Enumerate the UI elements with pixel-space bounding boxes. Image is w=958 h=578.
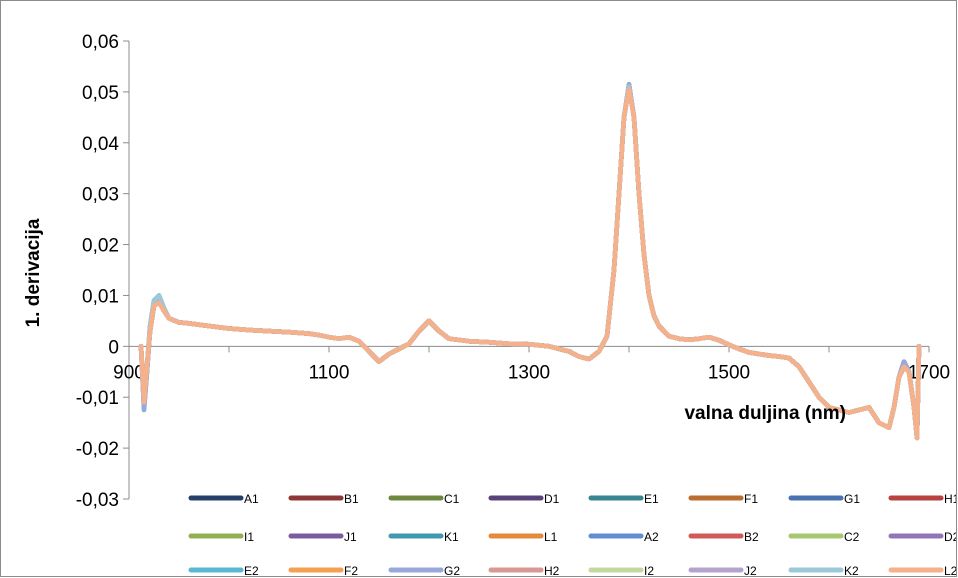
y-tick-label: 0,04 [82, 134, 119, 155]
series-line-i1 [138, 84, 922, 441]
y-tick-label: -0,03 [76, 490, 119, 511]
legend-item-k2: K2 [788, 564, 859, 577]
series-line-k1 [138, 84, 922, 441]
legend-label: K1 [444, 530, 459, 544]
y-tick-label: 0,03 [82, 185, 119, 206]
legend-item-a2: A2 [588, 530, 659, 544]
legend-label: G2 [444, 564, 460, 577]
y-tick-label: 0,02 [82, 236, 119, 257]
legend-label: L1 [544, 530, 558, 544]
legend-label: H2 [544, 564, 560, 577]
legend-item-f1: F1 [688, 492, 758, 506]
legend-label: I2 [644, 564, 654, 577]
x-tick-label: 900 [113, 362, 145, 383]
legend-item-d1: D1 [488, 492, 560, 506]
x-tick-label: 1500 [708, 362, 750, 383]
series-line-b1 [138, 84, 922, 441]
series-line-a2 [138, 82, 922, 441]
legend-label: C1 [444, 492, 460, 506]
x-tick-label: 1100 [309, 362, 350, 383]
legend-label: J1 [344, 530, 357, 544]
legend-label: A1 [244, 492, 259, 506]
legend-item-b2: B2 [688, 530, 759, 544]
series-line-g2 [138, 82, 922, 441]
legend-item-h2: H2 [488, 564, 560, 577]
legend-label: B2 [744, 530, 759, 544]
legend-item-d2: D2 [888, 530, 957, 544]
series-line-e2 [138, 84, 922, 441]
y-axis: -0,03 -0,02 -0,01 0 0,01 0,02 0,03 0,04 0,05 0,06 [76, 32, 130, 511]
legend-label: L2 [944, 564, 957, 577]
series-line-g1 [138, 82, 922, 441]
legend: A1 B1 C1 D1 E1 F1 G1 H1 I1 J1 K1 L1 A2 B2 C2 D2 E2 F2 G2 H2… [188, 492, 957, 577]
legend-item-j2: J2 [688, 564, 757, 577]
series-line-f2 [138, 84, 922, 441]
legend-item-l2: L2 [888, 564, 957, 577]
legend-label: E1 [644, 492, 659, 506]
legend-item-f2: F2 [288, 564, 358, 577]
legend-item-g1: G1 [788, 492, 860, 506]
series-line-j1 [138, 84, 922, 441]
legend-label: D1 [544, 492, 560, 506]
series-line-d2 [138, 84, 922, 441]
series-line-k2 [138, 84, 922, 441]
legend-item-i1: I1 [188, 530, 254, 544]
legend-item-e1: E1 [588, 492, 659, 506]
legend-item-j1: J1 [288, 530, 357, 544]
y-tick-label: -0,01 [76, 388, 119, 409]
legend-label: G1 [844, 492, 860, 506]
y-tick-label: -0,02 [76, 439, 119, 460]
series-line-l2 [138, 87, 922, 441]
legend-label: F2 [344, 564, 358, 577]
x-tick-label: 1700 [908, 362, 950, 383]
legend-label: H1 [944, 492, 957, 506]
series-line-a1 [138, 84, 922, 441]
series-line-b2 [138, 84, 922, 441]
series-line-d1 [138, 84, 922, 441]
legend-item-h1: H1 [888, 492, 957, 506]
series-line-h1 [138, 84, 922, 441]
series-line-e1 [138, 84, 922, 441]
legend-item-i2: I2 [588, 564, 654, 577]
legend-item-c2: C2 [788, 530, 860, 544]
legend-label: K2 [844, 564, 859, 577]
series-line-c1 [138, 84, 922, 441]
series-layer [138, 82, 922, 441]
legend-label: B1 [344, 492, 359, 506]
legend-item-k1: K1 [388, 530, 459, 544]
series-line-f1 [138, 84, 922, 441]
legend-item-l1: L1 [488, 530, 558, 544]
legend-label: E2 [244, 564, 259, 577]
series-line-i2 [138, 84, 922, 441]
series-line-h2 [138, 84, 922, 441]
y-tick-label: 0,05 [82, 83, 119, 104]
legend-label: I1 [244, 530, 254, 544]
x-tick-label: 1300 [508, 362, 550, 383]
legend-item-c1: C1 [388, 492, 460, 506]
series-line-j2 [138, 84, 922, 441]
y-tick-label: 0,06 [82, 32, 119, 53]
x-axis-title: valna duljina (nm) [684, 403, 846, 424]
legend-item-a1: A1 [188, 492, 259, 506]
series-line-c2 [138, 84, 922, 441]
series-line-l1 [138, 84, 922, 441]
y-tick-label: 0,01 [82, 286, 119, 307]
legend-item-g2: G2 [388, 564, 460, 577]
x-axis: 900 1100 1300 1500 1700 [113, 345, 950, 383]
legend-label: D2 [944, 530, 957, 544]
legend-label: J2 [744, 564, 757, 577]
y-axis-title: 1. derivacija [23, 218, 44, 327]
legend-label: A2 [644, 530, 659, 544]
legend-item-e2: E2 [188, 564, 259, 577]
legend-item-b1: B1 [288, 492, 359, 506]
y-tick-label: 0 [108, 337, 119, 358]
legend-label: F1 [744, 492, 758, 506]
legend-label: C2 [844, 530, 860, 544]
